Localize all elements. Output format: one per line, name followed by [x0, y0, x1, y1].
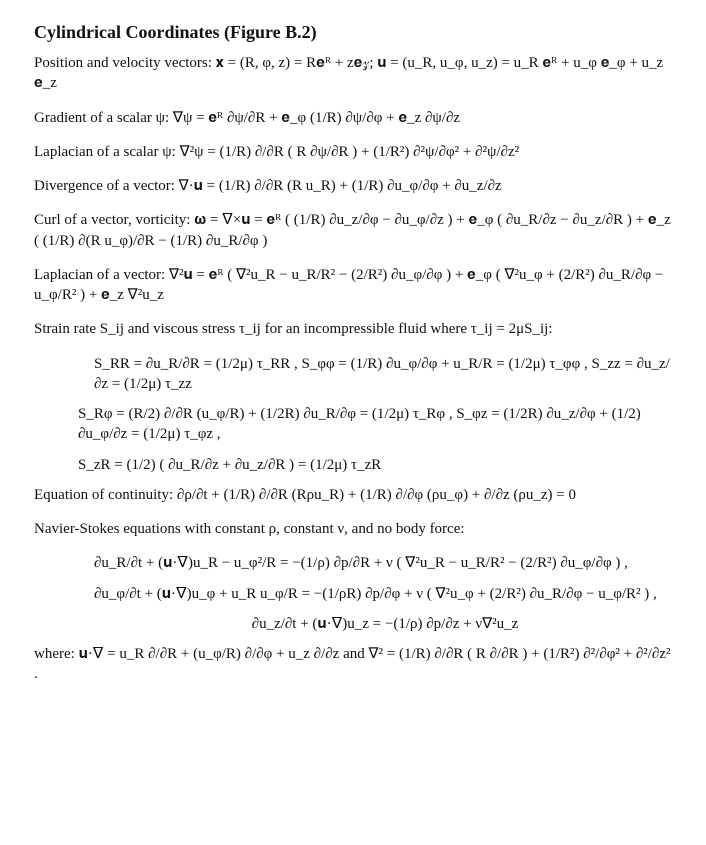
ns-r-row: ∂u_R/∂t + (𝐮·∇)u_R − u_φ²/R = −(1/ρ) ∂p/… — [34, 553, 676, 573]
continuity-formula: ∂ρ/∂t + (1/R) ∂/∂R (Rρu_R) + (1/R) ∂/∂φ … — [177, 487, 576, 503]
curl-vorticity-row: Curl of a vector, vorticity: 𝛚 = ∇×𝐮 = 𝐞… — [34, 210, 676, 251]
strain-line-3-formula: S_zR = (1/2) ( ∂u_R/∂z + ∂u_z/∂R ) = (1/… — [78, 457, 381, 473]
continuity-label: Equation of continuity: — [34, 487, 177, 503]
laplacian-scalar-row: Laplacian of a scalar ψ: ∇²ψ = (1/R) ∂/∂… — [34, 142, 676, 162]
strain-header-text: Strain rate S_ij and viscous stress τ_ij… — [34, 321, 552, 337]
strain-header-row: Strain rate S_ij and viscous stress τ_ij… — [34, 319, 676, 339]
section-heading: Cylindrical Coordinates (Figure B.2) — [34, 22, 676, 43]
position-velocity-row: Position and velocity vectors: 𝐱 = (R, φ… — [34, 53, 676, 94]
laplacian-scalar-label: Laplacian of a scalar ψ: — [34, 144, 180, 160]
gradient-scalar-formula: ∇ψ = 𝐞ᴿ ∂ψ/∂R + 𝐞_φ (1/R) ∂ψ/∂φ + 𝐞_z ∂ψ… — [173, 110, 460, 126]
divergence-vector-label: Divergence of a vector: — [34, 178, 179, 194]
ns-phi-row: ∂u_φ/∂t + (𝐮·∇)u_φ + u_R u_φ/R = −(1/ρR)… — [34, 584, 676, 604]
ns-phi-formula: ∂u_φ/∂t + (𝐮·∇)u_φ + u_R u_φ/R = −(1/ρR)… — [94, 586, 657, 602]
position-velocity-label: Position and velocity vectors: — [34, 55, 216, 71]
divergence-vector-formula: ∇·𝐮 = (1/R) ∂/∂R (R u_R) + (1/R) ∂u_φ/∂φ… — [179, 178, 502, 194]
strain-line-2: S_Rφ = (R/2) ∂/∂R (u_φ/R) + (1/2R) ∂u_R/… — [34, 404, 676, 445]
ns-z-formula: ∂u_z/∂t + (𝐮·∇)u_z = −(1/ρ) ∂p/∂z + ν∇²u… — [252, 616, 519, 632]
strain-line-1: S_RR = ∂u_R/∂R = (1/2μ) τ_RR , S_φφ = (1… — [34, 354, 676, 395]
where-row: where: 𝐮·∇ = u_R ∂/∂R + (u_φ/R) ∂/∂φ + u… — [34, 644, 676, 685]
ns-header-row: Navier-Stokes equations with constant ρ,… — [34, 519, 676, 539]
laplacian-vector-row: Laplacian of a vector: ∇²𝐮 = 𝐞ᴿ ( ∇²u_R … — [34, 265, 676, 306]
strain-line-1-formula: S_RR = ∂u_R/∂R = (1/2μ) τ_RR , S_φφ = (1… — [94, 356, 670, 392]
page-root: Cylindrical Coordinates (Figure B.2) Pos… — [0, 0, 706, 721]
continuity-row: Equation of continuity: ∂ρ/∂t + (1/R) ∂/… — [34, 485, 676, 505]
ns-header-text: Navier-Stokes equations with constant ρ,… — [34, 521, 465, 537]
where-formula: 𝐮·∇ = u_R ∂/∂R + (u_φ/R) ∂/∂φ + u_z ∂/∂z… — [34, 646, 671, 682]
curl-vorticity-label: Curl of a vector, vorticity: — [34, 212, 194, 228]
laplacian-scalar-formula: ∇²ψ = (1/R) ∂/∂R ( R ∂ψ/∂R ) + (1/R²) ∂²… — [180, 144, 520, 160]
where-label: where: — [34, 646, 79, 662]
strain-line-2-formula: S_Rφ = (R/2) ∂/∂R (u_φ/R) + (1/2R) ∂u_R/… — [78, 406, 641, 442]
ns-r-formula: ∂u_R/∂t + (𝐮·∇)u_R − u_φ²/R = −(1/ρ) ∂p/… — [94, 555, 628, 571]
strain-line-3: S_zR = (1/2) ( ∂u_R/∂z + ∂u_z/∂R ) = (1/… — [34, 455, 676, 475]
laplacian-vector-label: Laplacian of a vector: — [34, 267, 169, 283]
divergence-vector-row: Divergence of a vector: ∇·𝐮 = (1/R) ∂/∂R… — [34, 176, 676, 196]
gradient-scalar-label: Gradient of a scalar ψ: — [34, 110, 173, 126]
ns-z-row: ∂u_z/∂t + (𝐮·∇)u_z = −(1/ρ) ∂p/∂z + ν∇²u… — [34, 614, 676, 634]
gradient-scalar-row: Gradient of a scalar ψ: ∇ψ = 𝐞ᴿ ∂ψ/∂R + … — [34, 108, 676, 128]
